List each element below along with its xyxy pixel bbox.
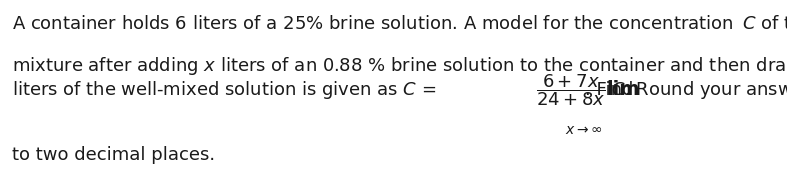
Text: $\dfrac{6+7x}{24+8x}$: $\dfrac{6+7x}{24+8x}$ (536, 72, 605, 108)
Text: liters of the well-mixed solution is given as $\mathit{C}$ =: liters of the well-mixed solution is giv… (12, 79, 438, 101)
Text: . Find: . Find (585, 81, 633, 99)
Text: mixture after adding $\mathit{x}$ liters of an 0.88 % brine solution to the cont: mixture after adding $\mathit{x}$ liters… (12, 55, 787, 77)
Text: $\mathit{C}$. Round your answer: $\mathit{C}$. Round your answer (607, 79, 787, 101)
Text: A container holds 6 liters of a 25% brine solution. A model for the concentratio: A container holds 6 liters of a 25% brin… (12, 15, 787, 33)
Text: to two decimal places.: to two decimal places. (12, 146, 215, 164)
Text: $x\rightarrow\infty$: $x\rightarrow\infty$ (565, 123, 603, 137)
Text: lim: lim (606, 80, 640, 100)
